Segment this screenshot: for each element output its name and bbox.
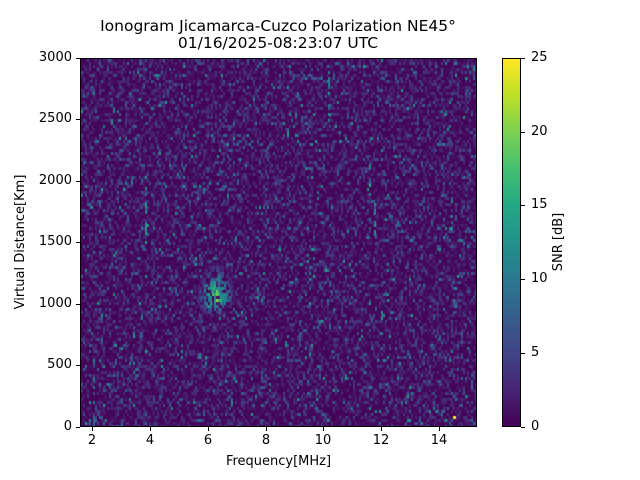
xtick-mark — [439, 427, 440, 431]
ytick-mark — [76, 304, 80, 305]
xtick-label: 8 — [261, 433, 271, 448]
xtick-label: 2 — [87, 433, 97, 448]
ytick-label: 1000 — [38, 296, 72, 311]
xtick-mark — [150, 427, 151, 431]
ytick-mark — [76, 427, 80, 428]
colorbar-tick-label: 25 — [531, 50, 548, 65]
x-axis-label: Frequency[MHz] — [225, 454, 332, 469]
xtick-label: 14 — [430, 433, 448, 448]
colorbar-tick-mark — [521, 353, 525, 354]
ionogram-plot-area — [80, 58, 477, 427]
xtick-label: 6 — [203, 433, 213, 448]
chart-subtitle-timestamp: 01/16/2025-08:23:07 UTC — [177, 34, 379, 52]
xtick-mark — [208, 427, 209, 431]
snr-heatmap — [81, 59, 476, 426]
ytick-label: 0 — [63, 419, 72, 434]
colorbar-tick-mark — [521, 132, 525, 133]
ytick-label: 3000 — [38, 50, 72, 65]
chart-title: Ionogram Jicamarca-Cuzco Polarization NE… — [100, 17, 456, 35]
colorbar-tick-label: 0 — [531, 419, 540, 434]
ytick-mark — [76, 58, 80, 59]
ytick-label: 2000 — [38, 173, 72, 188]
ytick-label: 1500 — [38, 234, 72, 249]
ytick-label: 500 — [47, 357, 72, 372]
colorbar-tick-label: 5 — [531, 345, 540, 360]
ytick-mark — [76, 119, 80, 120]
y-axis-label: Virtual Distance[Km] — [13, 174, 28, 310]
xtick-label: 12 — [372, 433, 390, 448]
xtick-mark — [381, 427, 382, 431]
colorbar-label: SNR [dB] — [551, 212, 566, 272]
ytick-mark — [76, 365, 80, 366]
xtick-mark — [266, 427, 267, 431]
ytick-label: 2500 — [38, 111, 72, 126]
colorbar-tick-mark — [521, 205, 525, 206]
ytick-mark — [76, 242, 80, 243]
xtick-label: 10 — [314, 433, 332, 448]
colorbar-tick-label: 15 — [531, 197, 548, 212]
colorbar-tick-mark — [521, 427, 525, 428]
colorbar-tick-mark — [521, 58, 525, 59]
colorbar-snr — [502, 58, 521, 427]
ytick-mark — [76, 181, 80, 182]
xtick-mark — [92, 427, 93, 431]
xtick-mark — [323, 427, 324, 431]
xtick-label: 4 — [145, 433, 155, 448]
colorbar-tick-mark — [521, 279, 525, 280]
colorbar-tick-label: 20 — [531, 124, 548, 139]
colorbar-tick-label: 10 — [531, 271, 548, 286]
